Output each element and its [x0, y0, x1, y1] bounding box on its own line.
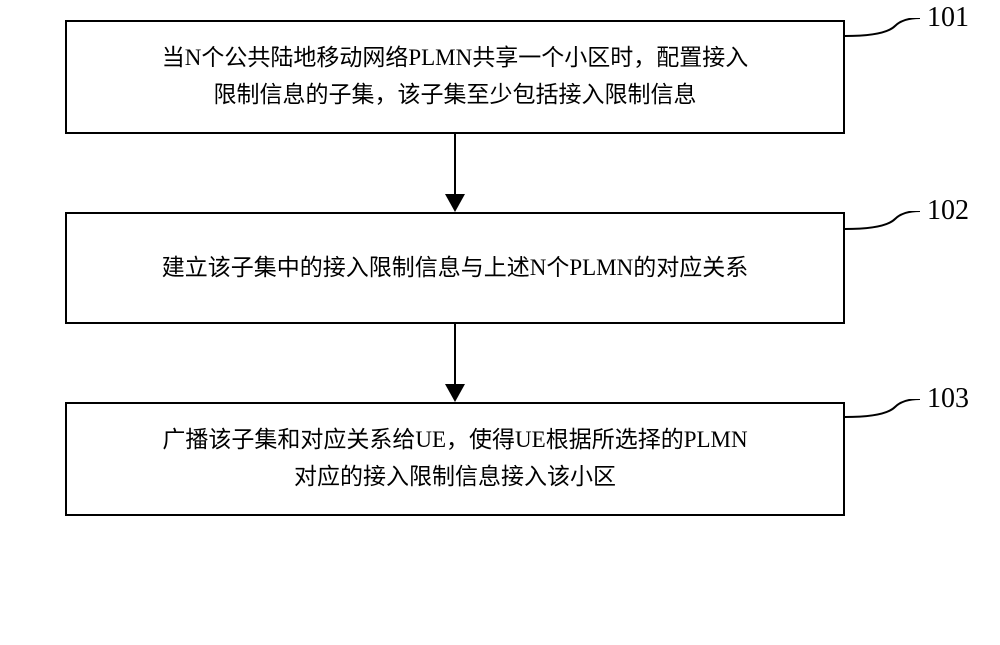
node-1-label: 101	[927, 2, 969, 34]
node-3-label: 103	[927, 383, 969, 415]
node-2-line1: 建立该子集中的接入限制信息与上述N个PLMN的对应关系	[162, 255, 749, 280]
arrow-2-line	[454, 324, 456, 386]
node-3-line2: 对应的接入限制信息接入该小区	[294, 464, 616, 489]
arrow-1-head	[445, 194, 465, 212]
node-1-line1: 当N个公共陆地移动网络PLMN共享一个小区时，配置接入	[162, 45, 749, 70]
node-2-label: 102	[927, 195, 969, 227]
flowchart-arrow-2	[65, 324, 845, 402]
flowchart-arrow-1	[65, 134, 845, 212]
node-3-text: 广播该子集和对应关系给UE，使得UE根据所选择的PLMN 对应的接入限制信息接入该…	[91, 422, 819, 496]
node-3-line1: 广播该子集和对应关系给UE，使得UE根据所选择的PLMN	[162, 427, 747, 452]
node-1-line2: 限制信息的子集，该子集至少包括接入限制信息	[214, 82, 697, 107]
node-2-text: 建立该子集中的接入限制信息与上述N个PLMN的对应关系	[91, 250, 819, 287]
flowchart-node-1: 当N个公共陆地移动网络PLMN共享一个小区时，配置接入限制信息的子集，该子集至少…	[65, 20, 845, 134]
flowchart-node-2: 建立该子集中的接入限制信息与上述N个PLMN的对应关系	[65, 212, 845, 325]
arrow-1-line	[454, 134, 456, 196]
flowchart-node-3: 广播该子集和对应关系给UE，使得UE根据所选择的PLMN 对应的接入限制信息接入该…	[65, 402, 845, 516]
node-1-text: 当N个公共陆地移动网络PLMN共享一个小区时，配置接入限制信息的子集，该子集至少…	[91, 40, 819, 114]
arrow-2-head	[445, 384, 465, 402]
flowchart-container: 当N个公共陆地移动网络PLMN共享一个小区时，配置接入限制信息的子集，该子集至少…	[65, 20, 935, 516]
